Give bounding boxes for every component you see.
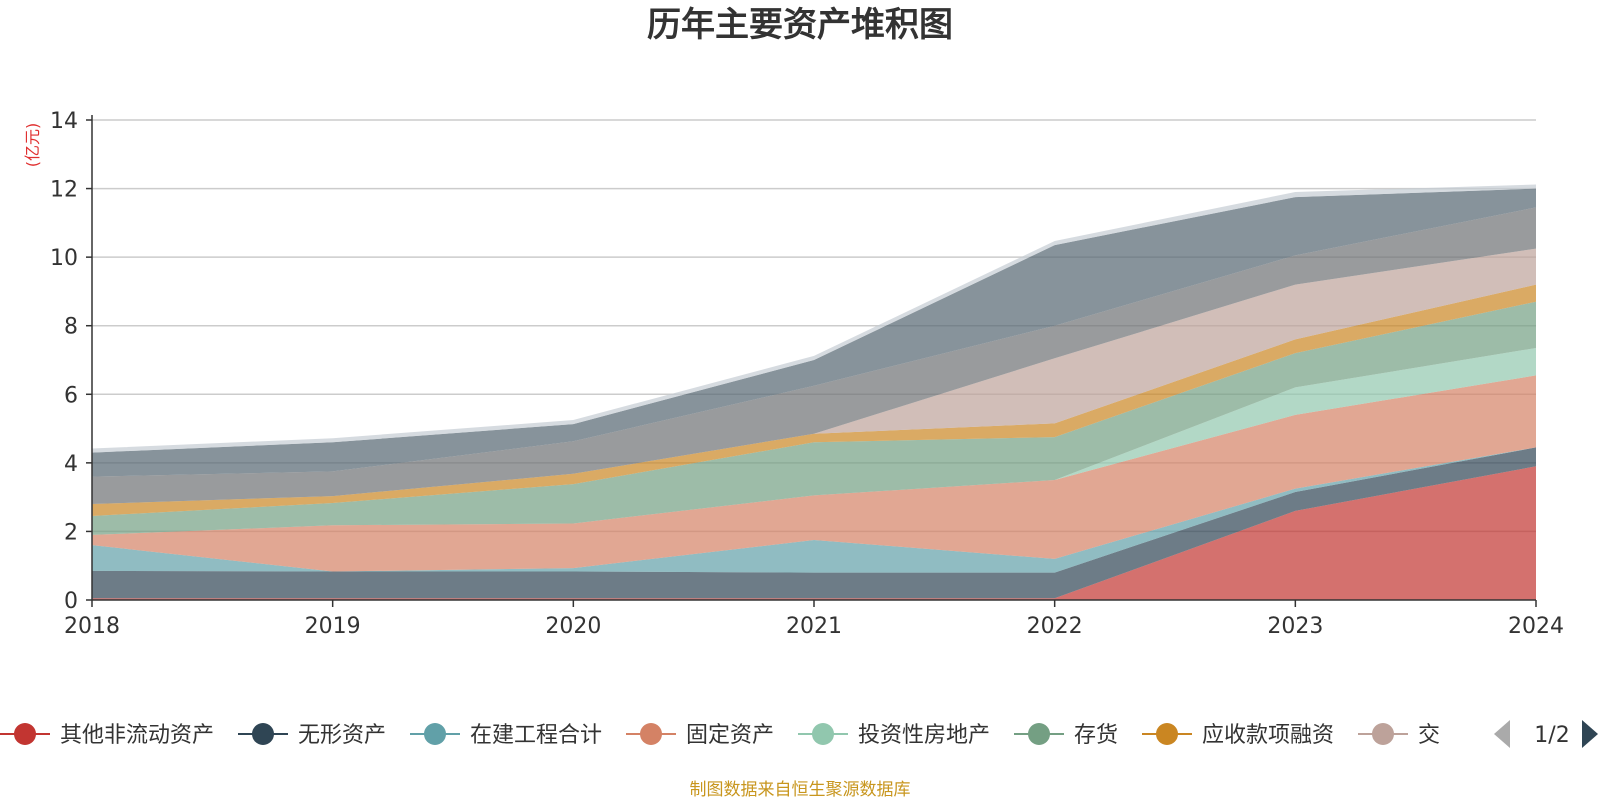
legend-marker <box>1372 723 1394 745</box>
x-tick-label: 2020 <box>545 614 601 639</box>
area-series-1 <box>92 447 1536 599</box>
legend-label-truncated: 交 <box>1418 723 1440 748</box>
y-tick-label: 2 <box>64 520 78 545</box>
area-layer <box>92 184 1536 600</box>
legend-item-truncated[interactable]: 交 <box>1358 723 1440 748</box>
legend-label: 固定资产 <box>686 723 774 748</box>
legend-item[interactable]: 无形资产 <box>238 723 386 748</box>
legend-label: 投资性房地产 <box>858 723 990 748</box>
legend-marker <box>1156 723 1178 745</box>
area-series-0 <box>92 466 1536 600</box>
y-axis-unit-label: (亿元) <box>23 123 42 168</box>
legend-marker <box>252 723 274 745</box>
legend-item[interactable]: 其他非流动资产 <box>0 723 214 748</box>
legend-label: 其他非流动资产 <box>60 723 214 748</box>
area-series-5 <box>92 301 1536 535</box>
area-series-8 <box>92 207 1536 504</box>
y-tick-label: 14 <box>50 109 78 134</box>
y-tick-label: 12 <box>50 178 78 203</box>
x-tick-label: 2023 <box>1267 614 1323 639</box>
legend-marker <box>14 723 36 745</box>
legend-prev-page-icon[interactable] <box>1494 720 1510 748</box>
legend-marker <box>640 723 662 745</box>
y-tick-label: 8 <box>64 315 78 340</box>
y-tick-label: 0 <box>64 589 78 614</box>
area-series-9 <box>92 188 1536 477</box>
legend-label: 存货 <box>1074 723 1118 748</box>
axis-layer: 0 2 4 6 8 10 12 14 2018 2019 2020 2021 2022 2023 2024 <box>50 109 1564 639</box>
legend-marker <box>424 723 446 745</box>
legend-item[interactable]: 存货 <box>1014 723 1118 748</box>
legend-label: 在建工程合计 <box>470 723 602 748</box>
area-series-3 <box>92 375 1536 572</box>
y-tick-label: 10 <box>50 246 78 271</box>
x-tick-label: 2022 <box>1027 614 1083 639</box>
legend-item[interactable]: 投资性房地产 <box>798 723 990 748</box>
source-note: 制图数据来自恒生聚源数据库 <box>690 780 911 800</box>
legend-marker <box>1028 723 1050 745</box>
y-tick-label: 6 <box>64 383 78 408</box>
area-series-2 <box>92 447 1536 573</box>
legend: 其他非流动资产 无形资产 在建工程合计 固定资产 投资性房地产 存货 应收款项融资 交 1/2 <box>0 718 1600 750</box>
legend-page-indicator: 1/2 <box>1534 723 1569 748</box>
legend-item[interactable]: 固定资产 <box>626 723 774 748</box>
legend-marker <box>812 723 834 745</box>
legend-next-page-icon[interactable] <box>1582 720 1598 748</box>
chart-title: 历年主要资产堆积图 <box>647 5 953 45</box>
legend-label: 应收款项融资 <box>1202 723 1334 748</box>
legend-item[interactable]: 应收款项融资 <box>1142 723 1334 748</box>
x-tick-label: 2024 <box>1508 614 1564 639</box>
x-tick-label: 2021 <box>786 614 842 639</box>
legend-item[interactable]: 在建工程合计 <box>410 723 602 748</box>
x-tick-label: 2018 <box>64 614 120 639</box>
area-series-7 <box>92 248 1536 504</box>
y-tick-label: 4 <box>64 452 78 477</box>
x-tick-label: 2019 <box>305 614 361 639</box>
legend-label: 无形资产 <box>298 723 386 748</box>
